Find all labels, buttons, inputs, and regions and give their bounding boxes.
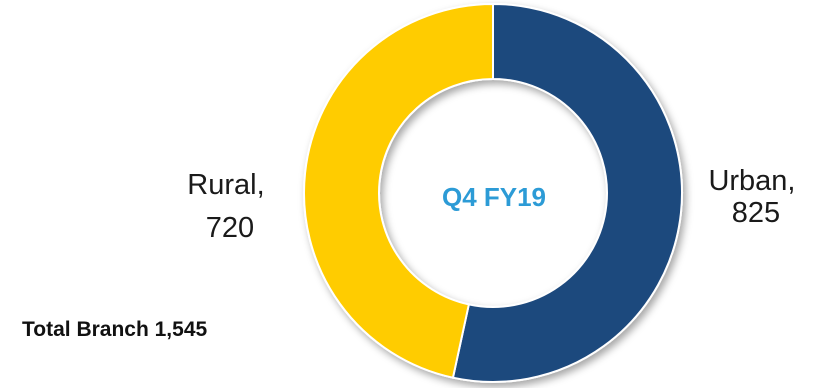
slice-label-urban: Urban, 825	[708, 165, 803, 229]
slice-label-rural: Rural, 720	[187, 169, 272, 244]
slice-rural	[303, 2, 494, 379]
slice-urban	[451, 2, 683, 383]
center-label: Q4 FY19	[442, 182, 546, 212]
total-branch-label: Total Branch 1,545	[22, 318, 208, 341]
donut-ring	[303, 2, 683, 383]
